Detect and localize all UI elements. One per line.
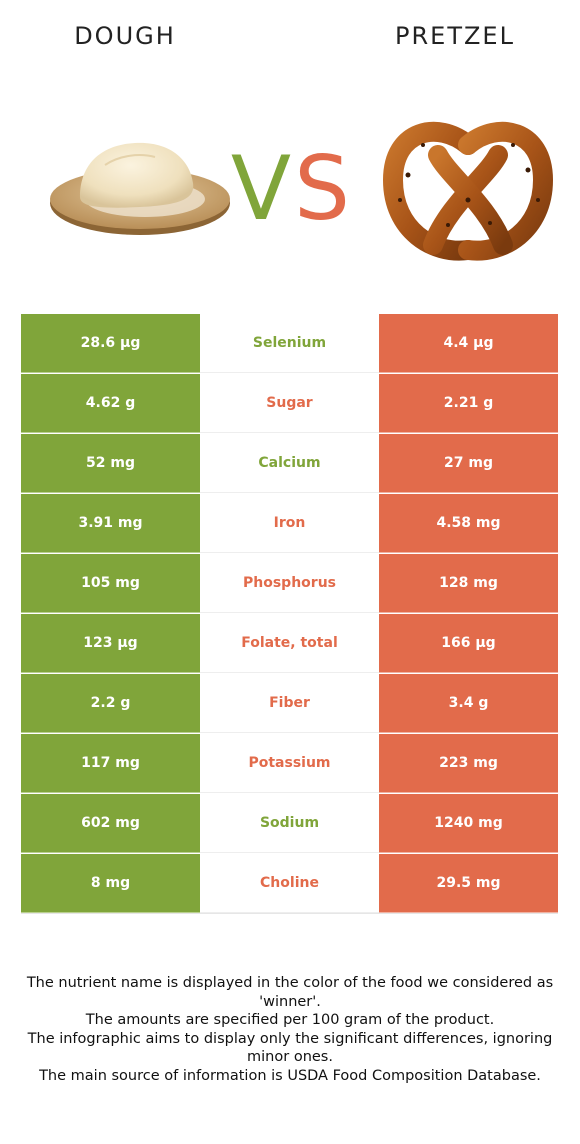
footnote-line: The infographic aims to display only the… [27, 1030, 553, 1066]
nutrient-name: Choline [200, 854, 379, 913]
left-value: 28.6 µg [21, 314, 200, 373]
right-value: 2.21 g [379, 374, 558, 433]
left-value: 105 mg [21, 554, 200, 613]
nutrient-name: Sodium [200, 794, 379, 853]
table-row: 105 mg Phosphorus 128 mg [21, 554, 558, 614]
right-value: 29.5 mg [379, 854, 558, 913]
left-value: 4.62 g [21, 374, 200, 433]
nutrient-name: Fiber [200, 674, 379, 733]
footnote-line: The main source of information is USDA F… [39, 1067, 541, 1084]
nutrient-name: Calcium [200, 434, 379, 493]
nutrient-name: Iron [200, 494, 379, 553]
nutrient-name: Phosphorus [200, 554, 379, 613]
left-value: 602 mg [21, 794, 200, 853]
right-value: 166 µg [379, 614, 558, 673]
left-value: 8 mg [21, 854, 200, 913]
left-food-title: DOUGH [74, 22, 176, 50]
right-value: 4.58 mg [379, 494, 558, 553]
table-row: 117 mg Potassium 223 mg [21, 734, 558, 794]
table-row: 123 µg Folate, total 166 µg [21, 614, 558, 674]
table-row: 52 mg Calcium 27 mg [21, 434, 558, 494]
table-row: 4.62 g Sugar 2.21 g [21, 374, 558, 434]
pretzel-image [382, 121, 554, 261]
nutrient-name: Folate, total [200, 614, 379, 673]
table-row: 3.91 mg Iron 4.58 mg [21, 494, 558, 554]
right-value: 27 mg [379, 434, 558, 493]
left-value: 3.91 mg [21, 494, 200, 553]
table-row: 2.2 g Fiber 3.4 g [21, 674, 558, 734]
right-value: 223 mg [379, 734, 558, 793]
left-value: 2.2 g [21, 674, 200, 733]
nutrient-name: Sugar [200, 374, 379, 433]
footnote-line: The amounts are specified per 100 gram o… [85, 1012, 495, 1028]
nutrient-name: Potassium [200, 734, 379, 793]
table-row: 602 mg Sodium 1240 mg [21, 794, 558, 854]
right-food-title: PRETZEL [395, 22, 515, 50]
right-value: 128 mg [379, 554, 558, 613]
svg-text:S: S [294, 145, 350, 225]
vs-graphic: V S [231, 145, 350, 225]
nutrient-name: Selenium [200, 314, 379, 373]
table-row: 8 mg Choline 29.5 mg [21, 854, 558, 914]
right-value: 3.4 g [379, 674, 558, 733]
footnote-line: The nutrient name is displayed in the co… [26, 975, 554, 1010]
comparison-table: 28.6 µg Selenium 4.4 µg 4.62 g Sugar 2.21 g 52… [21, 314, 558, 914]
left-value: 117 mg [21, 734, 200, 793]
left-value: 123 µg [21, 614, 200, 673]
right-value: 4.4 µg [379, 314, 558, 373]
left-value: 52 mg [21, 434, 200, 493]
dough-image [50, 142, 230, 235]
right-value: 1240 mg [379, 794, 558, 853]
footnotes: The nutrient name is displayed in the co… [20, 974, 560, 1085]
table-row: 28.6 µg Selenium 4.4 µg [21, 314, 558, 374]
svg-text:V: V [231, 145, 291, 225]
